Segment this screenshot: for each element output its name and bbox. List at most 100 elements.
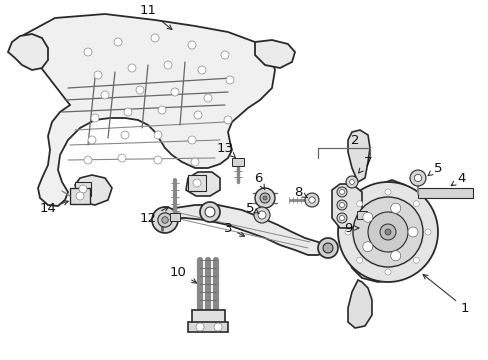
Circle shape	[337, 182, 437, 282]
Text: 2: 2	[350, 134, 359, 147]
Polygon shape	[185, 172, 220, 196]
Circle shape	[154, 156, 162, 164]
Polygon shape	[347, 180, 421, 282]
Polygon shape	[75, 175, 112, 205]
Circle shape	[390, 203, 400, 213]
Circle shape	[152, 207, 178, 233]
Circle shape	[260, 193, 269, 203]
Circle shape	[409, 170, 425, 186]
Polygon shape	[347, 280, 371, 328]
Circle shape	[194, 111, 202, 119]
Circle shape	[263, 196, 266, 200]
Circle shape	[413, 174, 421, 181]
Circle shape	[193, 179, 201, 187]
Circle shape	[317, 238, 337, 258]
Text: 5: 5	[245, 202, 259, 215]
Circle shape	[308, 197, 314, 203]
Circle shape	[384, 269, 390, 275]
Bar	[75, 182, 91, 196]
Circle shape	[136, 86, 143, 94]
Circle shape	[224, 116, 231, 124]
Circle shape	[258, 211, 265, 219]
Circle shape	[339, 216, 344, 220]
Circle shape	[349, 180, 354, 184]
Circle shape	[323, 243, 332, 253]
Circle shape	[162, 217, 168, 223]
Circle shape	[118, 154, 126, 162]
Circle shape	[214, 323, 222, 331]
Bar	[170, 213, 180, 221]
Text: 11: 11	[139, 4, 172, 30]
Text: 1: 1	[422, 274, 468, 315]
Circle shape	[200, 202, 220, 222]
Circle shape	[101, 91, 109, 99]
Polygon shape	[187, 322, 227, 332]
Text: 9: 9	[343, 221, 358, 234]
Bar	[187, 175, 205, 191]
Circle shape	[191, 158, 199, 166]
Circle shape	[121, 131, 129, 139]
Polygon shape	[254, 40, 294, 68]
Polygon shape	[192, 310, 224, 325]
Circle shape	[254, 188, 274, 208]
Circle shape	[336, 187, 346, 197]
Circle shape	[339, 189, 344, 194]
Circle shape	[356, 201, 362, 207]
Text: 6: 6	[253, 171, 264, 190]
Circle shape	[367, 212, 407, 252]
Circle shape	[221, 51, 228, 59]
Circle shape	[384, 189, 390, 195]
Circle shape	[390, 251, 400, 261]
Circle shape	[198, 66, 205, 74]
Circle shape	[305, 193, 318, 207]
Text: 13: 13	[216, 141, 235, 157]
Bar	[417, 188, 472, 198]
Bar	[356, 211, 366, 219]
Text: 4: 4	[450, 171, 465, 186]
Circle shape	[225, 76, 234, 84]
Polygon shape	[160, 205, 327, 255]
Circle shape	[352, 197, 422, 267]
Text: 3: 3	[224, 221, 244, 236]
Circle shape	[124, 108, 132, 116]
Circle shape	[158, 213, 172, 227]
Polygon shape	[18, 14, 274, 206]
Circle shape	[336, 200, 346, 210]
Circle shape	[187, 41, 196, 49]
Circle shape	[84, 48, 92, 56]
Circle shape	[362, 242, 372, 252]
Circle shape	[187, 136, 196, 144]
Bar	[231, 158, 244, 166]
Circle shape	[128, 64, 136, 72]
Circle shape	[412, 257, 418, 263]
Circle shape	[412, 201, 418, 207]
Circle shape	[407, 227, 417, 237]
Circle shape	[336, 213, 346, 223]
Circle shape	[84, 156, 92, 164]
Circle shape	[154, 131, 162, 139]
Circle shape	[196, 323, 203, 331]
Circle shape	[253, 207, 269, 223]
Text: 7: 7	[358, 156, 371, 173]
Circle shape	[204, 207, 215, 217]
Polygon shape	[347, 130, 369, 182]
Text: 5: 5	[427, 162, 441, 176]
Circle shape	[346, 176, 357, 188]
Text: 8: 8	[293, 185, 307, 198]
Polygon shape	[8, 34, 48, 70]
Circle shape	[345, 229, 350, 235]
Circle shape	[114, 38, 122, 46]
Circle shape	[384, 229, 390, 235]
Circle shape	[424, 229, 430, 235]
Circle shape	[163, 61, 172, 69]
Text: 10: 10	[169, 266, 196, 283]
Text: 12: 12	[139, 207, 168, 225]
Polygon shape	[331, 184, 361, 228]
Circle shape	[76, 192, 84, 200]
Circle shape	[91, 114, 99, 122]
Circle shape	[339, 202, 344, 207]
Circle shape	[171, 88, 179, 96]
Bar	[70, 188, 90, 204]
Text: 14: 14	[40, 201, 68, 215]
Circle shape	[203, 94, 212, 102]
